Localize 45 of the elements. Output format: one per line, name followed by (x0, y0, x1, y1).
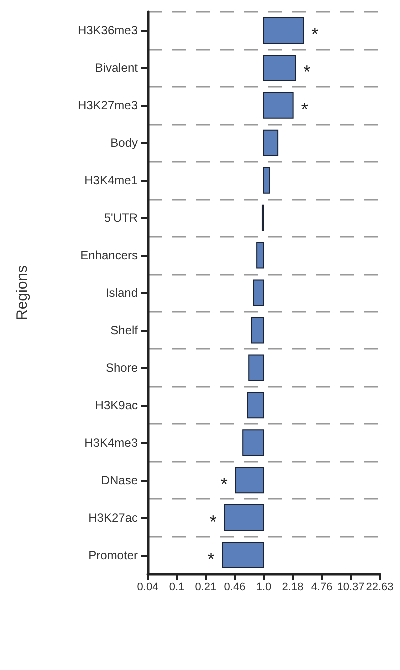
bar (263, 17, 304, 44)
y-tick-label: Bivalent (95, 61, 139, 76)
y-tick-label: H3K4me1 (84, 174, 138, 188)
y-tick-label: 5'UTR (104, 211, 138, 226)
y-tick-label: H3K27me3 (78, 98, 138, 113)
annotation: * (301, 100, 308, 120)
x-tick-label: 0.46 (224, 582, 246, 594)
annotation: * (304, 62, 311, 82)
bar (253, 280, 264, 306)
y-axis-title: Regions (14, 265, 31, 321)
x-tick-label: 0.04 (137, 582, 159, 594)
y-tick-label: Promoter (88, 548, 138, 562)
bar (263, 167, 270, 194)
x-tick-label: 0.1 (169, 582, 185, 594)
y-tick-label: Island (106, 286, 138, 300)
annotation: * (220, 474, 228, 494)
x-tick-label: 0.21 (195, 582, 217, 594)
bar (263, 54, 296, 82)
bar (235, 467, 264, 494)
bar (247, 392, 264, 419)
x-tick-label: 1.0 (256, 582, 272, 594)
x-tick-label: 22.63 (366, 582, 394, 594)
y-tick-label: H3K9ac (95, 398, 138, 412)
y-tick-label: DNase (101, 473, 138, 488)
x-tick-label: 10.37 (337, 582, 365, 594)
y-tick-label: Shelf (110, 323, 139, 338)
y-tick-label: Body (110, 136, 138, 150)
bar (242, 430, 264, 456)
bar (222, 542, 264, 569)
annotation: * (312, 24, 319, 45)
bar (263, 92, 294, 119)
bar (224, 504, 264, 532)
y-tick-label: H3K36me3 (78, 24, 138, 38)
bar (263, 130, 279, 156)
annotation: * (208, 549, 215, 570)
annotation: * (210, 512, 217, 532)
y-tick-label: Shore (106, 360, 138, 375)
y-tick-label: H3K27ac (88, 510, 138, 525)
bar (256, 242, 264, 269)
bar (248, 354, 264, 382)
y-tick-label: Enhancers (80, 248, 138, 263)
bar (251, 317, 264, 344)
x-tick-label: 2.18 (282, 582, 304, 594)
y-tick-label: H3K4me3 (84, 436, 138, 450)
x-tick-label: 4.76 (311, 582, 333, 594)
